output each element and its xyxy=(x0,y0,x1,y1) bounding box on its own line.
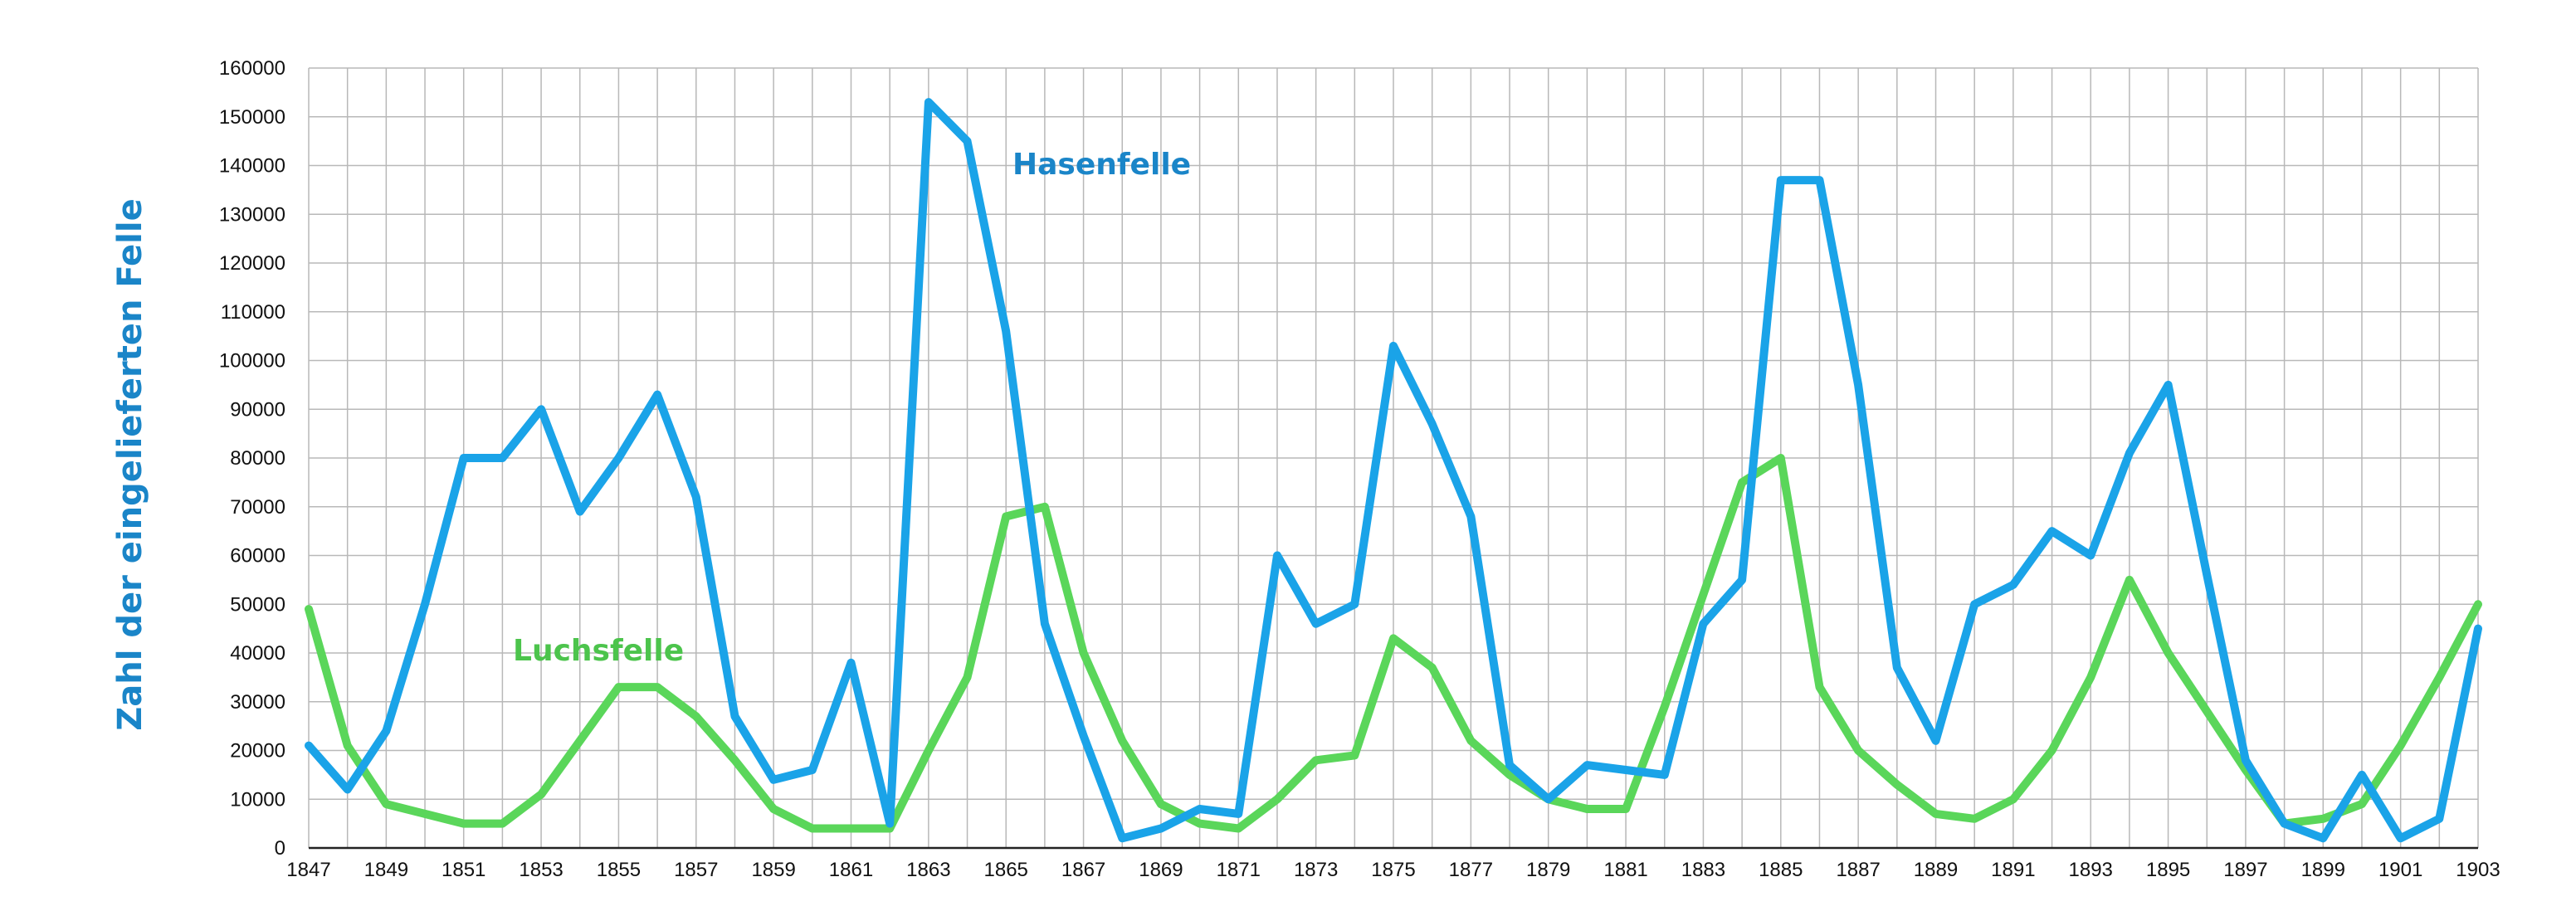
x-tick-label: 1867 xyxy=(1061,859,1105,881)
x-tick-label: 1851 xyxy=(442,859,485,881)
x-tick-label: 1877 xyxy=(1449,859,1493,881)
x-tick-label: 1875 xyxy=(1371,859,1415,881)
y-tick-label: 130000 xyxy=(219,203,285,226)
x-tick-label: 1863 xyxy=(906,859,950,881)
y-axis-label: Zahl der eingelieferten Felle xyxy=(111,198,149,730)
x-tick-label: 1847 xyxy=(286,859,330,881)
x-tick-label: 1889 xyxy=(1914,859,1958,881)
x-tick-label: 1885 xyxy=(1759,859,1803,881)
x-tick-label: 1861 xyxy=(829,859,873,881)
series-lines xyxy=(305,98,2482,843)
y-tick-label: 30000 xyxy=(230,691,285,714)
series-line-luchsfelle xyxy=(305,454,2482,833)
x-tick-label: 1903 xyxy=(2456,859,2500,881)
y-tick-label: 20000 xyxy=(230,740,285,763)
x-tick-label: 1865 xyxy=(984,859,1028,881)
y-tick-label: 120000 xyxy=(219,252,285,275)
y-tick-label: 70000 xyxy=(230,496,285,519)
x-tick-label: 1897 xyxy=(2223,859,2267,881)
x-tick-label: 1901 xyxy=(2378,859,2422,881)
y-tick-label: 110000 xyxy=(221,301,285,324)
x-tick-labels: 1847 1849 1851 1853 1855 1857 1859 1861 1863 1865… xyxy=(286,859,2500,881)
x-tick-label: 1859 xyxy=(751,859,795,881)
series-label-luchsfelle: Luchsfelle xyxy=(513,634,684,668)
y-tick-label: 10000 xyxy=(230,788,285,811)
y-tick-label: 140000 xyxy=(219,155,285,178)
y-tick-labels: 0 10000 20000 30000 40000 50000 60000 70000 8000… xyxy=(219,57,285,860)
series-line-hasenfelle xyxy=(305,98,2482,843)
x-tick-label: 1857 xyxy=(674,859,718,881)
y-tick-label: 100000 xyxy=(219,350,285,373)
x-tick-label: 1869 xyxy=(1139,859,1183,881)
y-tick-label: 80000 xyxy=(230,447,285,470)
x-tick-label: 1871 xyxy=(1217,859,1261,881)
x-tick-label: 1879 xyxy=(1526,859,1570,881)
y-tick-label: 60000 xyxy=(230,545,285,568)
x-tick-label: 1883 xyxy=(1681,859,1725,881)
y-tick-label: 40000 xyxy=(230,642,285,665)
x-tick-label: 1893 xyxy=(2069,859,2113,881)
x-tick-label: 1887 xyxy=(1836,859,1880,881)
y-tick-label: 160000 xyxy=(219,57,285,80)
y-tick-label: 50000 xyxy=(230,593,285,616)
x-tick-label: 1873 xyxy=(1294,859,1338,881)
x-tick-label: 1891 xyxy=(1991,859,2035,881)
x-tick-label: 1881 xyxy=(1603,859,1647,881)
grid xyxy=(308,67,2479,849)
y-tick-label: 150000 xyxy=(219,106,285,129)
x-tick-label: 1895 xyxy=(2146,859,2190,881)
x-tick-label: 1853 xyxy=(519,859,563,881)
x-tick-label: 1855 xyxy=(597,859,641,881)
series-label-hasenfelle: Hasenfelle xyxy=(1012,148,1191,182)
x-tick-label: 1899 xyxy=(2301,859,2345,881)
y-tick-label: 90000 xyxy=(230,398,285,421)
y-tick-label: 0 xyxy=(275,837,285,860)
x-tick-label: 1849 xyxy=(364,859,408,881)
